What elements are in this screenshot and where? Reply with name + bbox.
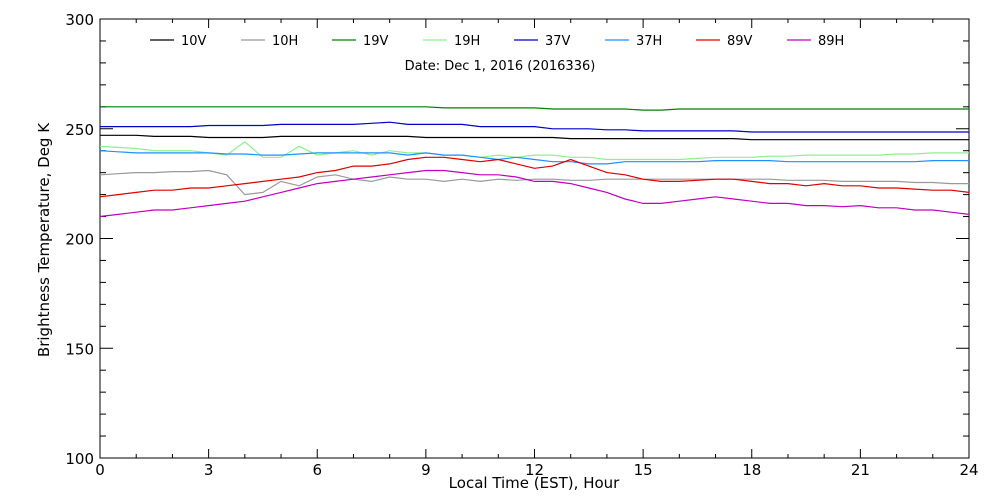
legend-label-19h: 19H [454, 34, 480, 49]
x-tick-label: 12 [525, 461, 544, 479]
series-line-89h [99, 169, 970, 218]
y-tick-label: 150 [65, 340, 94, 358]
x-tick-label: 15 [634, 461, 653, 479]
legend-label-37v: 37V [545, 34, 571, 49]
y-tick-label: 250 [65, 121, 94, 139]
y-tick-label: 300 [65, 11, 94, 29]
x-tick-label: 6 [312, 461, 322, 479]
x-tick-label: 21 [851, 461, 870, 479]
x-axis-label: Local Time (EST), Hour [449, 474, 620, 492]
y-axis-label: Brightness Temperature, Deg K [35, 122, 53, 357]
legend: 10V 10H 19V 19H 37V 37H 89V 89H [150, 34, 844, 49]
legend-label-89h: 89H [818, 34, 844, 49]
legend-label-37h: 37H [636, 34, 662, 49]
plot-frame [99, 18, 970, 459]
series-line-37v [100, 121, 969, 133]
axis-tick-labels: 0 3 6 9 12 15 18 21 24 100 150 200 250 300 [65, 11, 978, 479]
legend-label-19v: 19V [363, 34, 389, 49]
x-tick-label: 3 [204, 461, 214, 479]
x-tick-label: 24 [959, 461, 978, 479]
legend-label-10v: 10V [181, 34, 207, 49]
series-line-19v [100, 106, 969, 111]
axis-ticks [99, 18, 970, 459]
legend-label-10h: 10H [272, 34, 298, 49]
x-tick-label: 9 [421, 461, 431, 479]
series-line-89v [99, 156, 970, 198]
series-lines [99, 106, 970, 218]
legend-label-89v: 89V [727, 34, 753, 49]
series-line-10v [100, 134, 969, 141]
date-annotation: Date: Dec 1, 2016 (2016336) [405, 59, 596, 74]
series-line-19h [99, 141, 969, 161]
y-tick-label: 200 [65, 231, 94, 249]
x-tick-label: 18 [742, 461, 761, 479]
x-tick-label: 0 [95, 461, 105, 479]
y-tick-label: 100 [65, 450, 94, 468]
series-line-37h [99, 150, 969, 165]
series-line-10h [99, 169, 969, 196]
